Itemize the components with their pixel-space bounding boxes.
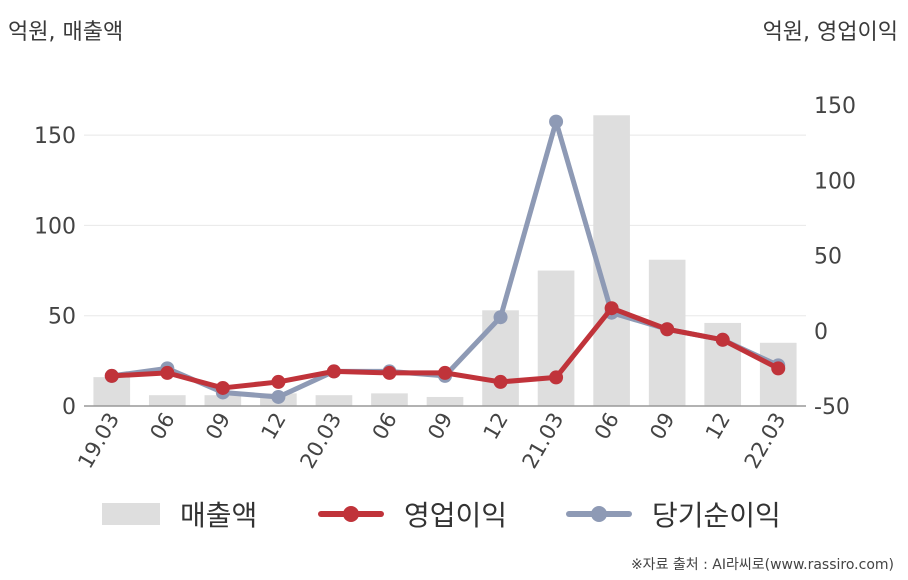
bar-sales <box>204 395 242 406</box>
legend-label-operating-profit: 영업이익 <box>404 499 508 532</box>
bar-sales <box>426 396 464 406</box>
x-tick-label: 09 <box>645 409 679 444</box>
point-operating-profit <box>160 365 175 380</box>
point-operating-profit <box>604 301 619 316</box>
left-axis-unit: 억원, 매출액 <box>8 20 124 45</box>
bar-sales <box>482 310 519 406</box>
point-net-income <box>549 114 564 129</box>
legend-label-net-income: 당기순이익 <box>652 499 781 532</box>
x-tick-label: 06 <box>145 409 179 444</box>
point-operating-profit <box>215 380 230 395</box>
bar-sales <box>371 393 408 406</box>
source-credit: ※자료 출처 : AI라씨로(www.rassiro.com) <box>630 557 894 573</box>
legend-swatch-sales <box>102 503 160 525</box>
x-tick-label: 12 <box>257 409 291 444</box>
y-right-tick-label: 0 <box>814 320 828 345</box>
point-operating-profit <box>660 322 675 337</box>
legend-swatch-operating-profit <box>318 503 384 525</box>
point-operating-profit <box>271 374 286 389</box>
x-tick-label: 09 <box>423 409 457 444</box>
bar-sales <box>315 395 353 406</box>
point-net-income <box>271 389 286 404</box>
point-operating-profit <box>326 364 341 379</box>
point-operating-profit <box>549 370 564 385</box>
bar-sales <box>537 270 575 406</box>
point-net-income <box>493 310 508 325</box>
point-operating-profit <box>438 365 452 380</box>
point-operating-profit <box>493 374 508 389</box>
x-tick-label: 09 <box>201 409 235 444</box>
bar-sales <box>593 115 630 406</box>
x-tick-label: 22.03 <box>740 409 791 473</box>
point-operating-profit <box>382 365 397 380</box>
y-right-tick-label: -50 <box>814 395 850 420</box>
x-tick-label: 06 <box>590 409 624 444</box>
point-operating-profit <box>104 368 119 383</box>
y-right-tick-label: 100 <box>814 169 856 194</box>
y-left-tick-label: 50 <box>48 305 76 330</box>
legend-item-net-income: 당기순이익 <box>566 494 781 534</box>
y-right-tick-label: 50 <box>814 245 842 270</box>
right-axis-unit: 억원, 영업이익 <box>762 20 898 45</box>
x-tick-label: 21.03 <box>518 409 569 473</box>
legend: 매출액 영업이익 당기순이익 <box>0 494 908 534</box>
y-left-tick-label: 0 <box>62 395 76 420</box>
bar-sales <box>148 395 186 406</box>
x-tick-label: 20.03 <box>295 409 346 473</box>
point-operating-profit <box>715 332 730 347</box>
legend-label-sales: 매출액 <box>180 499 258 532</box>
legend-swatch-net-income <box>566 503 632 525</box>
y-left-tick-label: 100 <box>34 214 76 239</box>
legend-item-operating-profit: 영업이익 <box>318 494 507 534</box>
x-tick-label: 19.03 <box>73 409 124 473</box>
y-right-tick-label: 150 <box>814 94 856 119</box>
legend-item-sales: 매출액 <box>102 494 257 534</box>
point-operating-profit <box>771 361 786 376</box>
x-tick-label: 06 <box>368 409 402 444</box>
x-tick-label: 12 <box>479 409 513 444</box>
x-tick-label: 12 <box>701 409 735 444</box>
y-left-tick-label: 150 <box>34 124 76 149</box>
